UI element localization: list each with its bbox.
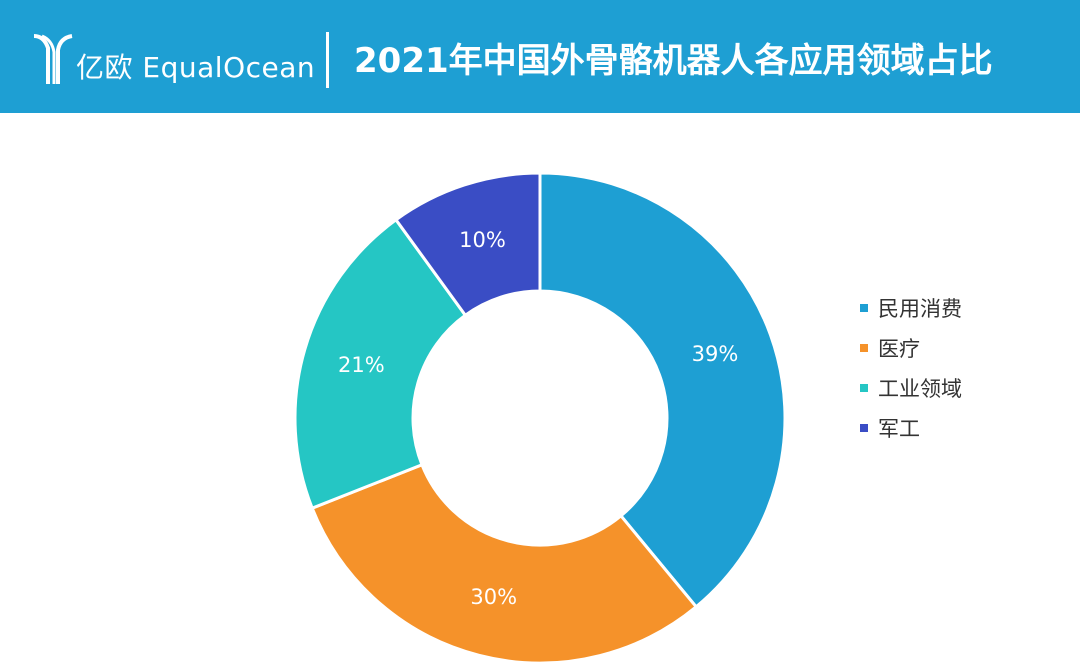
donut-chart: 39% 30% 21% 10% xyxy=(293,171,787,665)
legend-label: 军工 xyxy=(878,417,920,441)
donut-slice-4 xyxy=(393,171,542,318)
donut-slice-3 xyxy=(293,217,468,511)
slice-label-2: 30% xyxy=(470,585,517,609)
legend-label: 医疗 xyxy=(878,337,920,361)
header-divider xyxy=(326,32,329,88)
slice-label-1: 39% xyxy=(692,342,739,366)
legend-label: 民用消费 xyxy=(878,297,962,321)
legend-swatch xyxy=(860,424,868,432)
donut-slice-1 xyxy=(538,171,787,609)
slice-label-4: 10% xyxy=(459,228,506,252)
legend-item-2: 医疗 xyxy=(860,328,962,368)
legend-swatch xyxy=(860,304,868,312)
chart-legend: 民用消费医疗工业领域军工 xyxy=(860,288,962,448)
legend-label: 工业领域 xyxy=(878,377,962,401)
page-title: 2021年中国外骨骼机器人各应用领域占比 xyxy=(354,41,993,81)
legend-item-3: 工业领域 xyxy=(860,368,962,408)
legend-item-1: 民用消费 xyxy=(860,288,962,328)
legend-swatch xyxy=(860,384,868,392)
slice-label-3: 21% xyxy=(338,353,385,377)
donut-slice-2 xyxy=(310,462,699,665)
legend-swatch xyxy=(860,344,868,352)
equalocean-logo-icon xyxy=(33,34,73,84)
brand-cn: 亿欧 xyxy=(76,51,134,84)
brand-en: EqualOcean xyxy=(142,51,316,84)
legend-item-4: 军工 xyxy=(860,408,962,448)
brand-name: 亿欧 EqualOcean xyxy=(76,48,315,88)
header-bar: 亿欧 EqualOcean 2021年中国外骨骼机器人各应用领域占比 xyxy=(0,0,1080,113)
